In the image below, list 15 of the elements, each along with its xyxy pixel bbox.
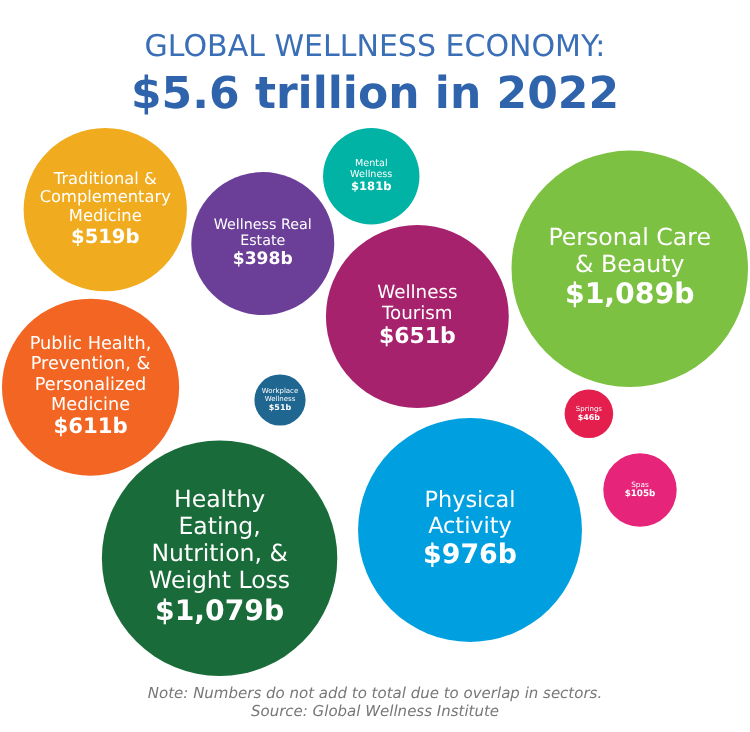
category-label: Healthy Eating, Nutrition, & Weight Loss [149, 485, 291, 595]
data-label: $611b [53, 413, 129, 440]
category-label: Traditional & Complementary Medicine [39, 167, 172, 226]
text: GLOBAL WELLNESS ECONOMY: [144, 28, 606, 64]
category-label: Public Health, Prevention, & Personalized Medicine [29, 334, 152, 416]
category-label: Physical Activity [424, 487, 516, 539]
data-label: $519b [71, 226, 140, 249]
data-label: $1,079b [155, 595, 285, 628]
category-label: Wellness Tourism [377, 283, 458, 325]
text: $5.6 trillion in 2022 [131, 70, 619, 120]
data-label: $976b [423, 540, 517, 571]
category-label: Personal Care & Beauty [548, 222, 712, 278]
data-label: $1,089b [564, 279, 695, 312]
data-label: $651b [378, 323, 457, 350]
data-label: $398b [232, 250, 293, 271]
